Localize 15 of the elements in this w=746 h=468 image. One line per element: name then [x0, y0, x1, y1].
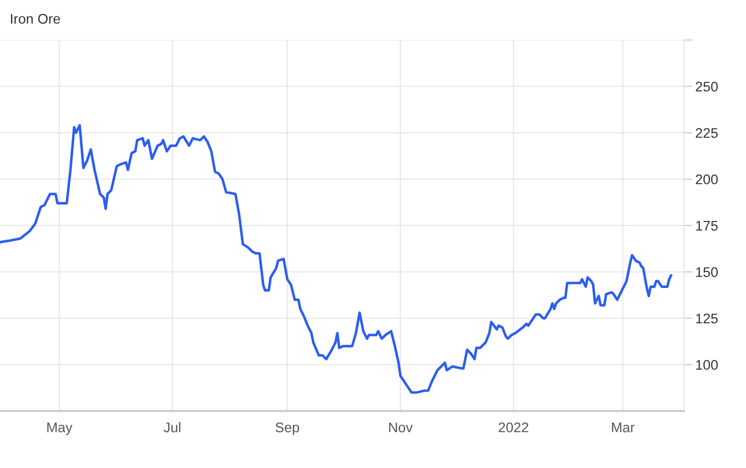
chart-title: Iron Ore — [10, 14, 60, 24]
y-tick-label: 200 — [696, 174, 718, 184]
y-tick-label: 150 — [696, 267, 718, 278]
y-tick-label: 175 — [696, 220, 718, 231]
y-tick-label: 225 — [696, 128, 718, 138]
x-tick-label: Nov — [389, 422, 413, 432]
x-tick-label: Mar — [612, 422, 635, 432]
x-tick-label: Sep — [276, 422, 300, 436]
y-tick-label: 125 — [696, 314, 718, 324]
x-tick-label: Jul — [164, 422, 180, 432]
x-tick-label: 2022 — [498, 422, 528, 432]
y-tick-label: 250 — [696, 82, 718, 92]
x-tick-label: May — [47, 422, 72, 436]
y-tick-label: 100 — [696, 360, 718, 370]
line-series — [0, 124, 672, 394]
